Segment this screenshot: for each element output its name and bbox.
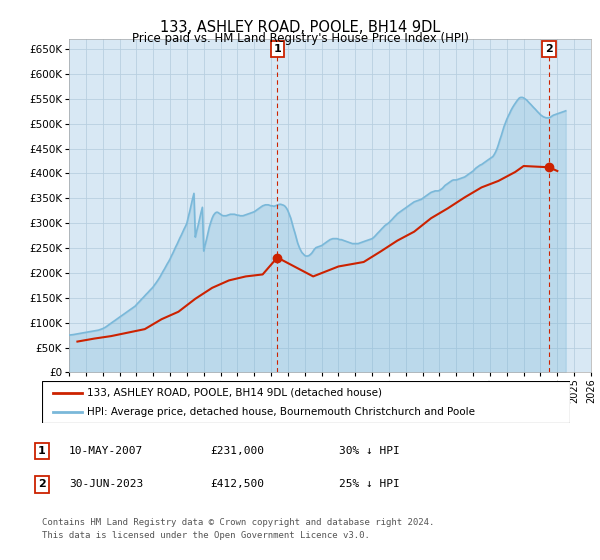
Text: 2: 2 <box>545 44 553 54</box>
Text: 30-JUN-2023: 30-JUN-2023 <box>69 479 143 489</box>
Text: 25% ↓ HPI: 25% ↓ HPI <box>339 479 400 489</box>
Text: Contains HM Land Registry data © Crown copyright and database right 2024.
This d: Contains HM Land Registry data © Crown c… <box>42 519 434 540</box>
Text: HPI: Average price, detached house, Bournemouth Christchurch and Poole: HPI: Average price, detached house, Bour… <box>87 407 475 417</box>
Text: 133, ASHLEY ROAD, POOLE, BH14 9DL: 133, ASHLEY ROAD, POOLE, BH14 9DL <box>160 20 440 35</box>
Text: 133, ASHLEY ROAD, POOLE, BH14 9DL (detached house): 133, ASHLEY ROAD, POOLE, BH14 9DL (detac… <box>87 388 382 398</box>
Text: Price paid vs. HM Land Registry's House Price Index (HPI): Price paid vs. HM Land Registry's House … <box>131 32 469 45</box>
Text: 10-MAY-2007: 10-MAY-2007 <box>69 446 143 456</box>
Text: 30% ↓ HPI: 30% ↓ HPI <box>339 446 400 456</box>
Text: £231,000: £231,000 <box>210 446 264 456</box>
Text: 1: 1 <box>274 44 281 54</box>
FancyBboxPatch shape <box>42 381 570 423</box>
Text: 1: 1 <box>38 446 46 456</box>
Text: £412,500: £412,500 <box>210 479 264 489</box>
Text: 2: 2 <box>38 479 46 489</box>
